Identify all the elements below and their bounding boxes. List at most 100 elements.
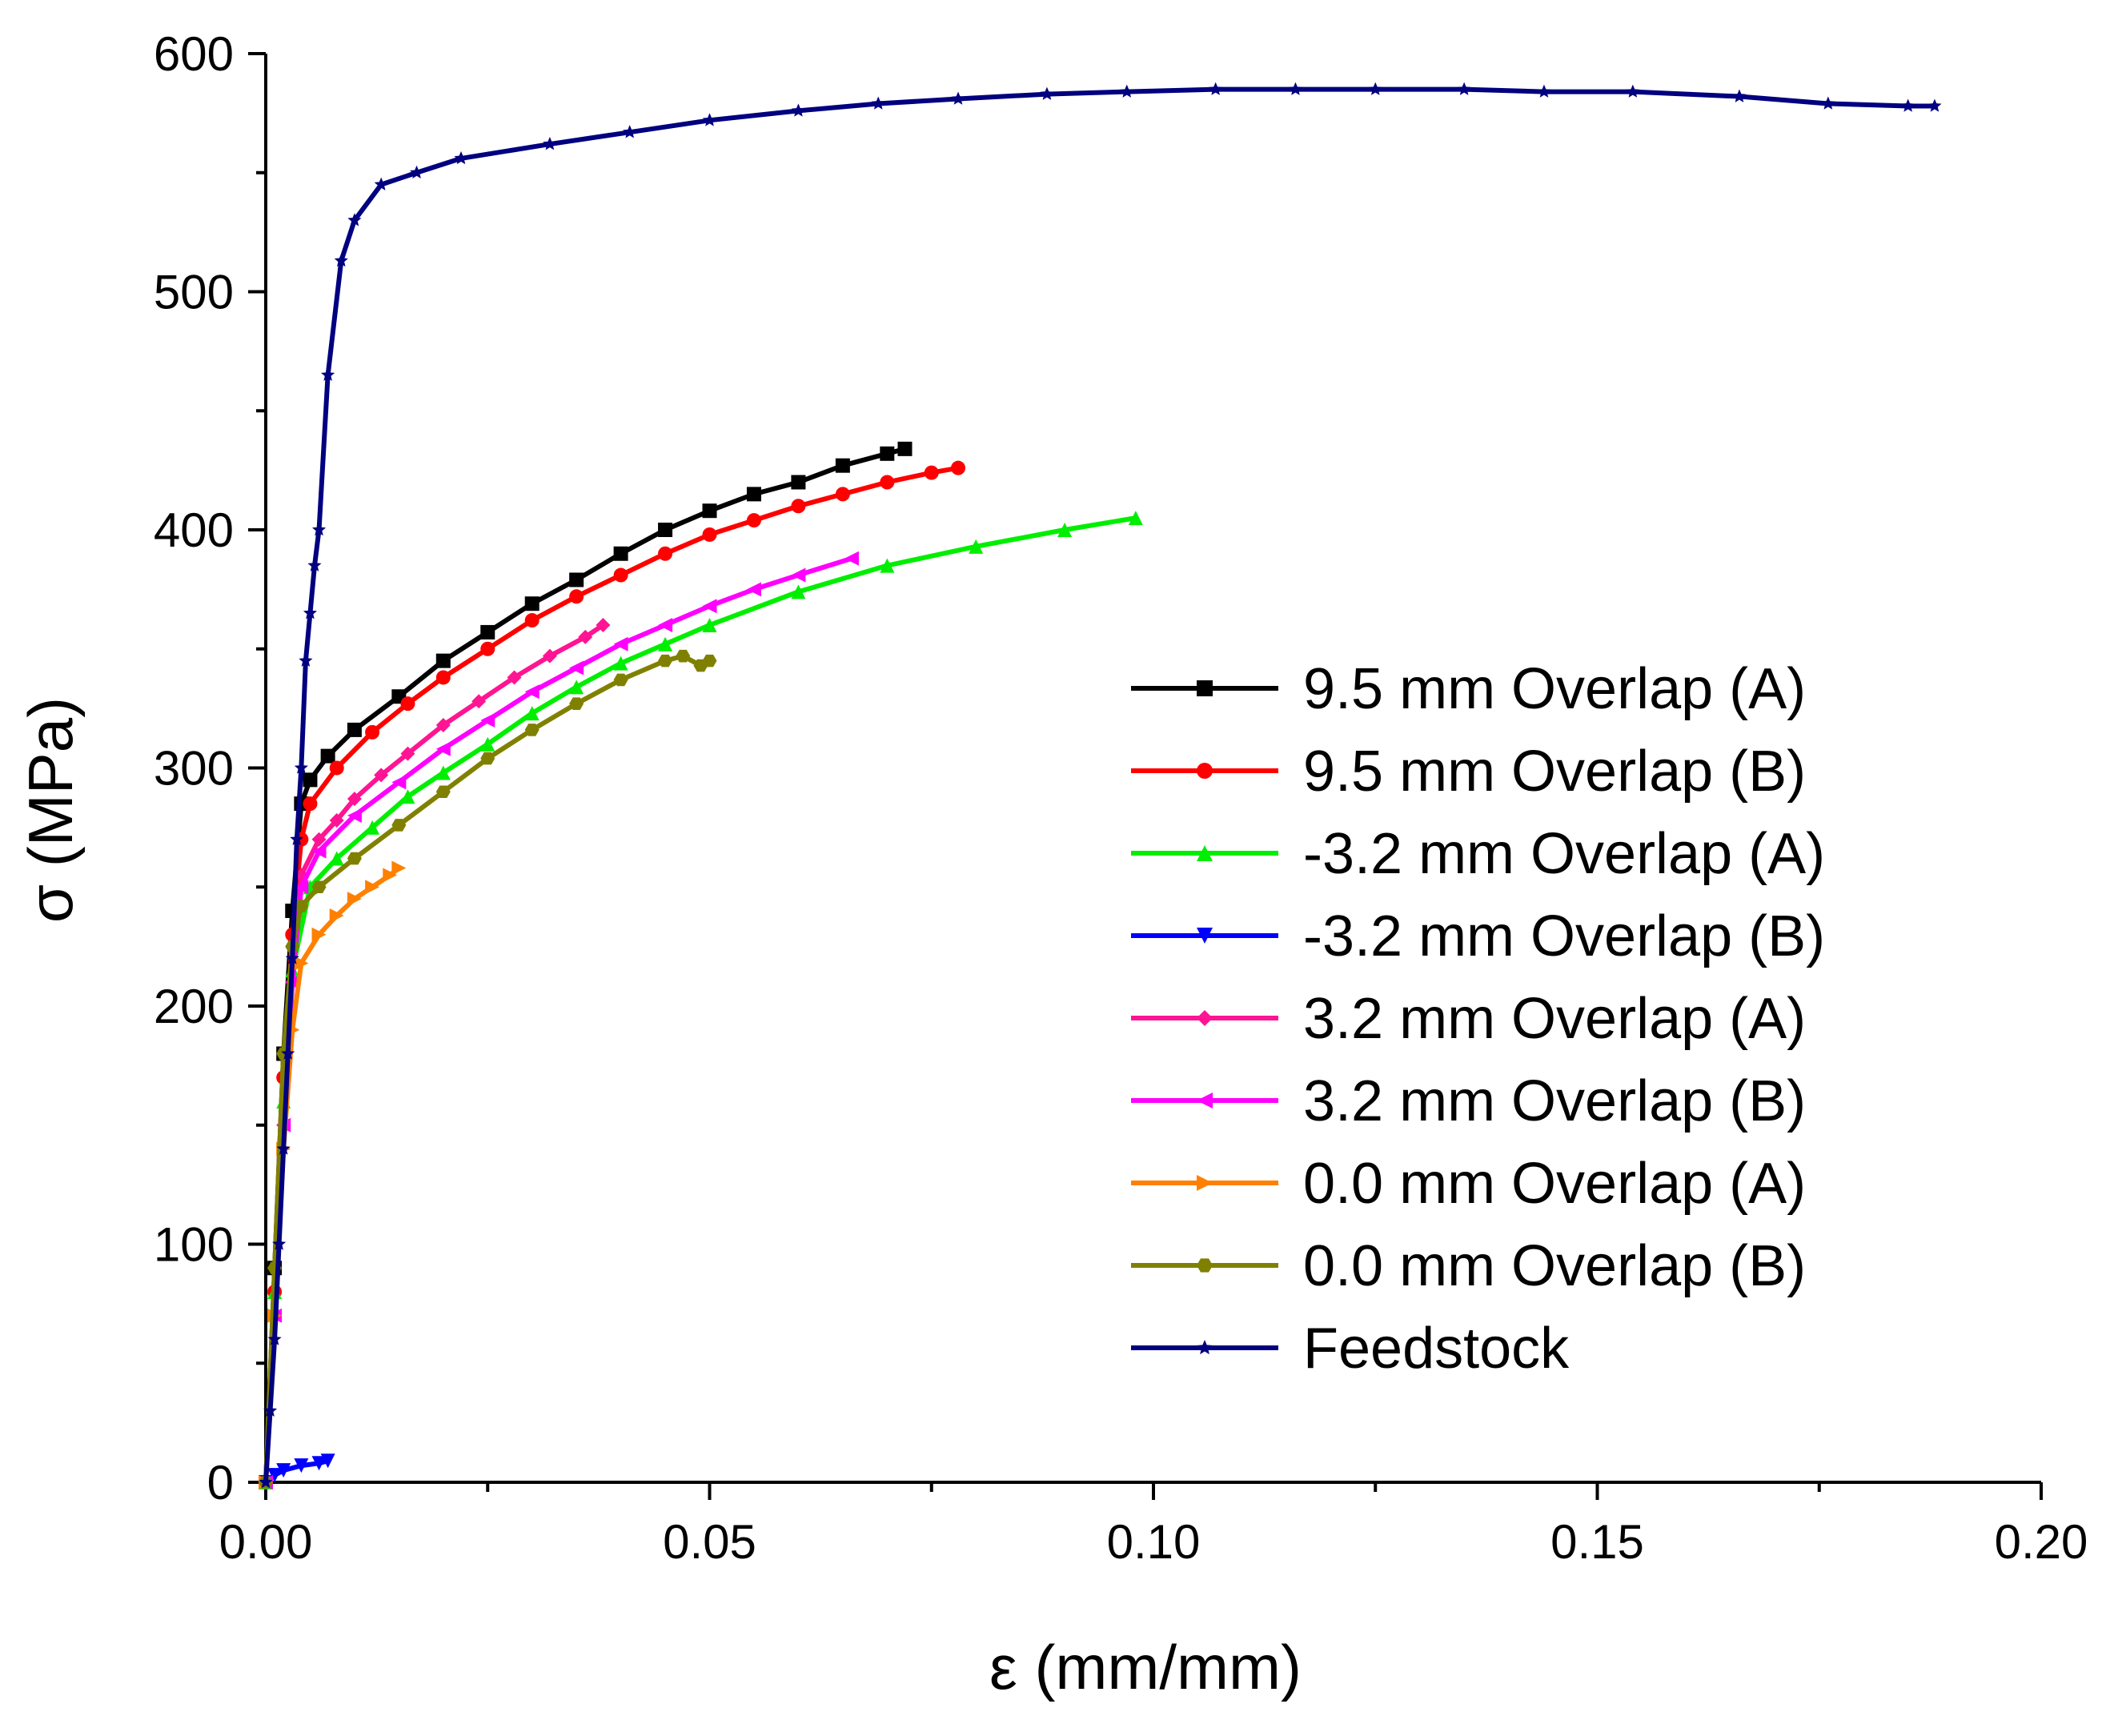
data-point <box>334 253 348 267</box>
data-point <box>658 618 673 632</box>
data-point <box>329 851 344 866</box>
data-point <box>347 722 362 737</box>
x-tick-label: 0.20 <box>1995 1515 2088 1569</box>
data-point <box>347 852 362 865</box>
data-point <box>524 706 540 721</box>
data-point <box>658 654 673 668</box>
data-point <box>471 694 487 709</box>
legend-swatch-marker <box>1197 763 1213 779</box>
data-point <box>746 513 761 528</box>
x-axis-title: ε (mm/mm) <box>989 1632 1302 1702</box>
data-point <box>871 96 885 110</box>
data-point <box>294 900 309 912</box>
data-point <box>435 765 451 780</box>
data-point <box>1288 82 1302 95</box>
series-line <box>263 465 961 1485</box>
data-point <box>702 618 717 632</box>
y-tick-label: 100 <box>154 1218 234 1272</box>
legend-label: 3.2 mm Overlap (A) <box>1303 987 1806 1051</box>
data-point <box>303 772 318 788</box>
legend-item: 9.5 mm Overlap (A) <box>1131 657 1806 721</box>
y-tick-label: 400 <box>154 503 234 557</box>
data-point <box>267 1332 282 1345</box>
legend: 9.5 mm Overlap (A) 9.5 mm Overlap (B) -3.2… <box>1131 657 1825 1381</box>
data-point <box>791 567 806 583</box>
legend-swatch-marker <box>1197 1340 1213 1355</box>
legend-item: 0.0 mm Overlap (A) <box>1131 1152 1806 1216</box>
data-point <box>435 785 451 799</box>
series-9-5-mm-overlap-a <box>259 441 913 1489</box>
data-point <box>844 551 859 566</box>
data-point <box>1209 82 1223 95</box>
data-point <box>880 558 895 573</box>
data-point <box>524 613 540 628</box>
legend-label: -3.2 mm Overlap (B) <box>1303 904 1825 968</box>
data-point <box>543 137 557 150</box>
legend-label: 0.0 mm Overlap (A) <box>1303 1152 1806 1216</box>
data-point <box>658 636 673 652</box>
data-point <box>702 503 717 519</box>
y-tick-label: 600 <box>154 27 234 81</box>
data-point <box>746 487 761 502</box>
legend-label: 0.0 mm Overlap (B) <box>1303 1234 1806 1298</box>
data-point <box>365 880 380 895</box>
series-9-5-mm-overlap-b <box>259 460 966 1489</box>
data-point <box>658 523 673 537</box>
series-line <box>263 446 908 1485</box>
data-point <box>400 746 415 761</box>
data-point <box>435 741 451 756</box>
data-point <box>272 1237 287 1250</box>
data-point <box>924 465 939 480</box>
y-tick-label: 300 <box>154 742 234 796</box>
data-point <box>294 1458 309 1473</box>
data-point <box>480 736 495 752</box>
legend-item: 9.5 mm Overlap (B) <box>1131 740 1806 804</box>
data-point <box>524 724 540 736</box>
data-point <box>329 760 344 776</box>
data-point <box>1120 84 1134 98</box>
data-point <box>507 670 522 685</box>
legend-label: 9.5 mm Overlap (B) <box>1303 740 1806 804</box>
data-point <box>791 475 806 490</box>
y-tick-label: 200 <box>154 980 234 1033</box>
legend-label: Feedstock <box>1303 1317 1570 1381</box>
data-point <box>281 1046 295 1060</box>
data-point <box>267 1468 283 1483</box>
data-point <box>1457 82 1471 95</box>
legend-swatch-marker <box>1197 1093 1213 1109</box>
series-line <box>263 865 402 1485</box>
legend-label: 3.2 mm Overlap (B) <box>1303 1069 1806 1133</box>
plot-area <box>259 82 1942 1489</box>
data-point <box>409 165 424 179</box>
data-point <box>1821 96 1835 110</box>
data-point <box>285 951 299 964</box>
data-point <box>400 696 415 712</box>
data-point <box>294 760 308 774</box>
legend-swatch-marker <box>1197 1175 1213 1191</box>
legend-swatch-marker <box>1197 1010 1213 1026</box>
data-point <box>623 125 637 138</box>
data-point <box>791 499 806 514</box>
data-point <box>259 1475 273 1489</box>
data-point <box>365 724 380 740</box>
series-3-2-mm-overlap-a <box>259 511 1143 1489</box>
data-point <box>791 103 805 117</box>
data-point <box>276 1463 291 1478</box>
series-feedstock <box>259 82 1942 1489</box>
x-tick-label: 0.15 <box>1550 1515 1644 1569</box>
data-point <box>347 808 362 823</box>
data-point <box>951 91 965 105</box>
y-tick-label: 0 <box>207 1456 234 1509</box>
data-point <box>307 558 322 571</box>
data-point <box>311 844 327 859</box>
data-point <box>276 1141 291 1155</box>
data-point <box>613 673 628 687</box>
data-point <box>321 367 335 381</box>
legend-item: -3.2 mm Overlap (B) <box>1131 904 1825 968</box>
series-3-2-mm-overlap-b <box>259 551 859 1489</box>
data-point <box>435 717 451 732</box>
data-point <box>569 589 584 604</box>
data-point <box>1901 98 1915 112</box>
data-point <box>880 446 895 461</box>
